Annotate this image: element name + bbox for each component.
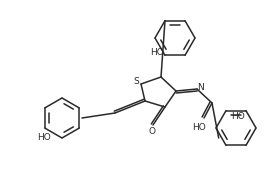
Text: S: S	[133, 76, 139, 85]
Text: HO: HO	[150, 48, 164, 57]
Text: O: O	[148, 128, 155, 137]
Text: HO: HO	[231, 111, 245, 120]
Text: N: N	[198, 82, 205, 91]
Text: HO: HO	[192, 122, 206, 131]
Text: HO: HO	[37, 134, 51, 142]
